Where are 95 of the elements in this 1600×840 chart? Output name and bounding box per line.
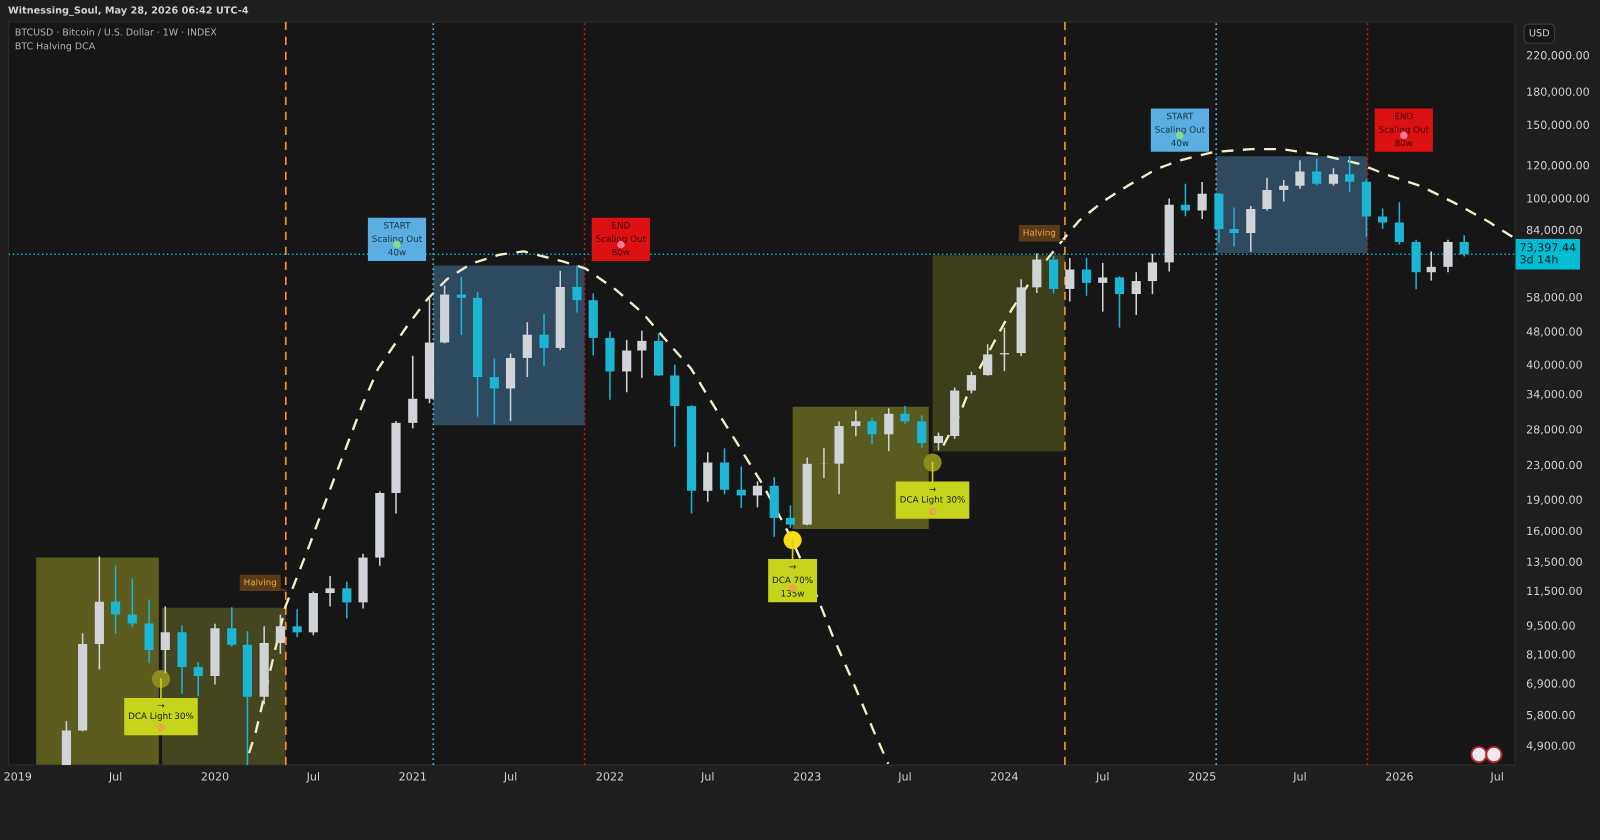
annotation: Halving bbox=[1023, 229, 1056, 238]
y-tick-label: 5,800.00 bbox=[1526, 710, 1575, 721]
annotation: END Scaling Out 80w bbox=[596, 222, 646, 256]
candlestick bbox=[1262, 176, 1272, 212]
x-tick-label: 2020 bbox=[201, 772, 229, 781]
x-tick-label: 2024 bbox=[991, 772, 1018, 781]
candlestick bbox=[110, 564, 121, 635]
candlestick bbox=[227, 606, 237, 648]
x-tick-label: 2019 bbox=[4, 772, 32, 781]
y-tick-label: 48,000.00 bbox=[1526, 327, 1582, 337]
candlestick bbox=[917, 414, 927, 449]
candlestick bbox=[1246, 205, 1256, 253]
candlestick bbox=[325, 575, 335, 608]
candlestick bbox=[867, 416, 877, 445]
candlestick bbox=[983, 343, 993, 377]
candlestick bbox=[1065, 257, 1075, 303]
candlestick bbox=[785, 504, 796, 529]
x-tick-label: Jul bbox=[1489, 771, 1503, 783]
candlestick bbox=[1459, 234, 1469, 258]
candlestick bbox=[1147, 253, 1158, 295]
y-tick-label: 9,500.00 bbox=[1526, 621, 1575, 631]
annotation: → DCA Light 30% bbox=[128, 703, 194, 721]
candlestick bbox=[1229, 206, 1239, 248]
y-tick-label: 220,000.00 bbox=[1526, 51, 1589, 61]
candlestick bbox=[1098, 262, 1108, 313]
y-tick-label: 6,900.00 bbox=[1526, 679, 1575, 689]
candlestick bbox=[1131, 271, 1141, 316]
candlestick bbox=[1180, 182, 1190, 218]
y-tick-label: 40,000.00 bbox=[1526, 360, 1582, 370]
y-tick-label: 180,000.00 bbox=[1527, 87, 1589, 98]
point bbox=[783, 530, 802, 550]
text: BTC Halving DCA bbox=[15, 42, 96, 52]
y-tick-label: 19,000.00 bbox=[1527, 495, 1582, 506]
annotation: Halving bbox=[244, 578, 276, 588]
candlestick bbox=[292, 608, 302, 638]
candlestick bbox=[1378, 207, 1388, 230]
candlestick bbox=[1426, 250, 1436, 282]
x-tick-label: 2021 bbox=[399, 772, 426, 781]
candlestick bbox=[622, 339, 632, 394]
x-tick-label: Jul bbox=[108, 771, 122, 783]
candlestick bbox=[1114, 275, 1125, 329]
y-tick-label: 13,500.00 bbox=[1527, 557, 1582, 568]
candlestick bbox=[851, 409, 861, 437]
y-tick-label: 100,000.00 bbox=[1527, 194, 1589, 204]
candlestick bbox=[1345, 155, 1355, 193]
y-tick-label: 34,000.00 bbox=[1526, 389, 1582, 400]
x-tick-label: 2025 bbox=[1188, 772, 1216, 781]
ref-line-label: 73,397.44 3d 14h bbox=[1520, 243, 1576, 264]
y-tick-label: 28,000.00 bbox=[1526, 425, 1582, 435]
candlestick bbox=[1312, 157, 1322, 186]
annotation: START Scaling Out 40w bbox=[1155, 112, 1205, 147]
x-tick-label: Jul bbox=[897, 771, 911, 783]
annotation: → DCA Light 30% bbox=[900, 487, 965, 505]
candlestick bbox=[522, 321, 532, 378]
x-tick-label: Jul bbox=[1292, 771, 1306, 783]
candlestick bbox=[539, 312, 549, 368]
candlestick bbox=[275, 613, 285, 655]
annotation: END Scaling Out 80w bbox=[1379, 112, 1429, 147]
candlestick bbox=[489, 357, 499, 425]
candlestick bbox=[637, 329, 647, 379]
x-tick-label: 2023 bbox=[793, 772, 821, 781]
candlestick bbox=[1197, 181, 1207, 220]
candlestick bbox=[1295, 159, 1305, 190]
y-tick-label: 11,500.00 bbox=[1527, 586, 1582, 597]
candlestick bbox=[456, 275, 466, 336]
x-tick-label: Jul bbox=[306, 771, 319, 783]
annotation: → DCA 70% 135w bbox=[772, 564, 813, 597]
candlestick bbox=[1394, 201, 1404, 246]
annotation: START Scaling Out 40w bbox=[372, 221, 422, 256]
y-tick-label: 120,000.00 bbox=[1527, 161, 1589, 171]
x-tick-label: Jul bbox=[1095, 771, 1109, 783]
y-tick-label: 84,000.00 bbox=[1526, 225, 1582, 236]
y-tick-label: 150,000.00 bbox=[1527, 120, 1589, 131]
point bbox=[923, 453, 942, 472]
x-tick-label: Jul bbox=[700, 771, 714, 783]
candlestick bbox=[1081, 257, 1092, 297]
y-axis-title: USD bbox=[1529, 29, 1550, 37]
candlestick bbox=[966, 370, 977, 395]
candlestick bbox=[572, 264, 582, 314]
candlestick bbox=[752, 480, 763, 509]
text: BTCUSD · Bitcoin / U.S. Dollar · 1W · INDEX bbox=[15, 28, 217, 37]
y-tick-label: 8,100.00 bbox=[1526, 650, 1575, 660]
x-tick-label: 2022 bbox=[596, 772, 623, 781]
candlestick bbox=[342, 580, 352, 619]
candlestick bbox=[160, 605, 170, 674]
y-tick-label: 4,900.00 bbox=[1526, 741, 1575, 751]
y-tick-label: 16,000.00 bbox=[1527, 526, 1582, 537]
y-tick-label: 23,000.00 bbox=[1526, 460, 1582, 471]
x-tick-label: Jul bbox=[503, 771, 517, 783]
candlestick bbox=[884, 407, 894, 452]
text: Witnessing_Soul, May 28, 2026 06:42 UTC-4 bbox=[8, 6, 249, 16]
candlestick bbox=[1279, 179, 1289, 203]
y-tick-label: 58,000.00 bbox=[1526, 292, 1582, 303]
candlestick bbox=[193, 661, 203, 697]
x-tick-label: 2026 bbox=[1386, 772, 1413, 781]
